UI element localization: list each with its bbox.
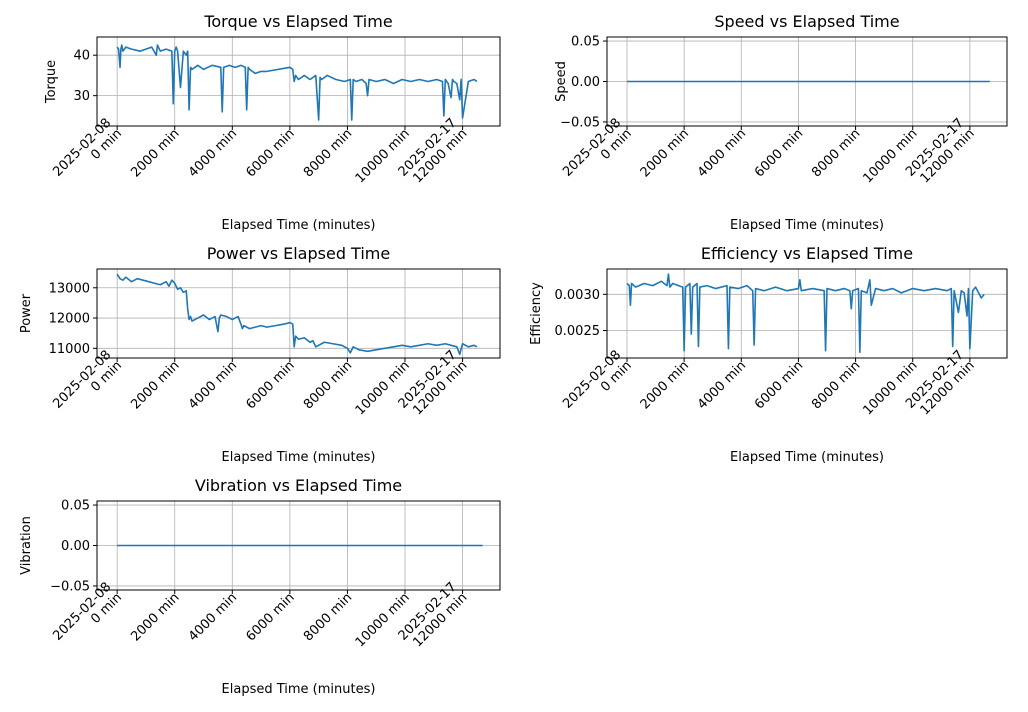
x-tick-label: 8000 min <box>809 358 863 412</box>
y-tick-label: 0.0030 <box>555 288 601 303</box>
axes-frame <box>606 268 1008 359</box>
y-tick-label: 0.00 <box>61 539 90 554</box>
series-line <box>626 273 985 354</box>
x-tick-label: 6000 min <box>752 126 806 180</box>
chart-title: Efficiency vs Elapsed Time <box>701 244 913 263</box>
x-tick-label: 2025-02-1712000 min <box>396 580 471 655</box>
axes-frame <box>96 36 501 127</box>
x-tick-label: 4000 min <box>186 358 240 412</box>
chart-title: Vibration vs Elapsed Time <box>195 476 402 495</box>
axes-frame <box>96 268 501 359</box>
subplot-3: 11000 12000 13000 2025-02-080 min 2000 min 40… <box>19 244 501 465</box>
x-tick-label: 2000 min <box>128 590 182 644</box>
chart-title: Speed vs Elapsed Time <box>714 12 899 31</box>
x-tick-label: 2025-02-080 min <box>50 348 125 423</box>
x-tick-label: 2025-02-1712000 min <box>396 116 471 191</box>
x-tick-label: 2025-02-080 min <box>560 348 635 423</box>
x-tick-label: 2000 min <box>128 358 182 412</box>
x-tick-label: 2025-02-1712000 min <box>903 348 978 423</box>
series-line <box>116 273 478 356</box>
y-tick-label: −0.05 <box>50 579 90 594</box>
series-line <box>116 44 478 121</box>
y-tick-label: 0.05 <box>61 499 90 514</box>
y-tick-label: 0.00 <box>571 75 600 90</box>
x-tick-label: 8000 min <box>301 126 355 180</box>
y-axis-label: Efficiency <box>529 282 544 345</box>
x-tick-label: 6000 min <box>243 590 297 644</box>
x-tick-label: 2000 min <box>128 126 182 180</box>
x-tick-label: 8000 min <box>301 358 355 412</box>
x-tick-label: 6000 min <box>243 358 297 412</box>
y-axis-label: Power <box>19 293 34 333</box>
subplot-4: 0.0025 0.0030 2025-02-080 min 2000 min 4000 … <box>529 244 1008 465</box>
x-axis-label: Elapsed Time (minutes) <box>730 450 884 465</box>
chart-title: Power vs Elapsed Time <box>207 244 390 263</box>
x-axis-label: Elapsed Time (minutes) <box>222 218 376 233</box>
subplot-1: 30 40 2025-02-080 min 2000 min 4000 min 6000 … <box>44 12 501 233</box>
x-tick-label: 2025-02-1712000 min <box>396 348 471 423</box>
y-axis-label: Speed <box>554 61 569 102</box>
x-axis-label: Elapsed Time (minutes) <box>222 682 376 697</box>
y-tick-label: 11000 <box>49 342 90 357</box>
y-tick-label: 13000 <box>49 281 90 296</box>
y-tick-label: 12000 <box>49 312 90 327</box>
y-axis-label: Vibration <box>19 516 34 575</box>
x-axis-label: Elapsed Time (minutes) <box>730 218 884 233</box>
y-tick-label: 40 <box>73 49 90 64</box>
x-tick-label: 4000 min <box>695 126 749 180</box>
x-tick-label: 8000 min <box>301 590 355 644</box>
x-tick-label: 6000 min <box>752 358 806 412</box>
x-tick-label: 2000 min <box>638 358 692 412</box>
x-tick-label: 4000 min <box>186 126 240 180</box>
x-axis-label: Elapsed Time (minutes) <box>222 450 376 465</box>
x-tick-label: 2000 min <box>638 126 692 180</box>
y-axis-label: Torque <box>44 60 59 104</box>
y-tick-label: 0.05 <box>571 35 600 50</box>
chart-title: Torque vs Elapsed Time <box>203 12 392 31</box>
x-tick-label: 8000 min <box>809 126 863 180</box>
x-tick-label: 2025-02-1712000 min <box>903 116 978 191</box>
x-tick-label: 4000 min <box>695 358 749 412</box>
y-tick-label: 30 <box>73 89 90 104</box>
y-tick-label: −0.05 <box>560 115 600 130</box>
x-tick-label: 6000 min <box>243 126 297 180</box>
y-tick-label: 0.0025 <box>555 324 601 339</box>
x-tick-label: 4000 min <box>186 590 240 644</box>
x-tick-label: 2025-02-080 min <box>50 116 125 191</box>
